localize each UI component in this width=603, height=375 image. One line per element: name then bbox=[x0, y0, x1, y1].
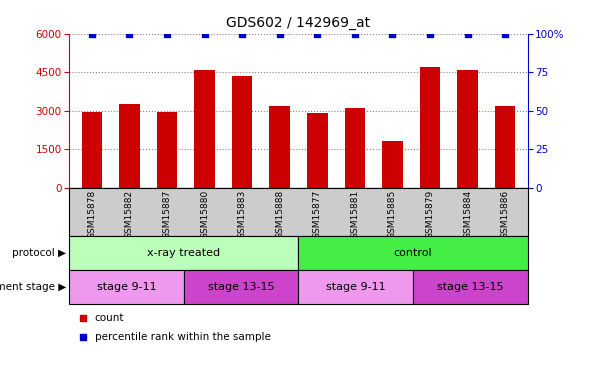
Text: percentile rank within the sample: percentile rank within the sample bbox=[95, 332, 270, 342]
Text: GSM15883: GSM15883 bbox=[238, 190, 247, 239]
Bar bbox=[420, 67, 440, 188]
Bar bbox=[413, 270, 528, 304]
Point bbox=[275, 31, 285, 37]
Bar bbox=[194, 70, 215, 188]
Text: protocol ▶: protocol ▶ bbox=[12, 248, 66, 258]
Point bbox=[418, 248, 428, 254]
Bar bbox=[270, 105, 290, 188]
Bar bbox=[69, 270, 184, 304]
Bar bbox=[457, 70, 478, 188]
Text: GSM15884: GSM15884 bbox=[463, 190, 472, 239]
Bar bbox=[184, 270, 298, 304]
Text: stage 13-15: stage 13-15 bbox=[437, 282, 504, 292]
Bar bbox=[81, 112, 103, 188]
Point bbox=[312, 31, 322, 37]
Point bbox=[418, 78, 428, 84]
Point bbox=[425, 31, 435, 37]
Text: stage 13-15: stage 13-15 bbox=[208, 282, 274, 292]
Bar bbox=[69, 236, 298, 270]
Text: stage 9-11: stage 9-11 bbox=[97, 282, 156, 292]
Text: count: count bbox=[95, 313, 124, 323]
Point bbox=[87, 31, 96, 37]
Text: GSM15881: GSM15881 bbox=[350, 190, 359, 239]
Point bbox=[238, 31, 247, 37]
Text: GSM15878: GSM15878 bbox=[87, 190, 96, 239]
Bar bbox=[298, 236, 528, 270]
Bar bbox=[298, 270, 413, 304]
Text: GSM15879: GSM15879 bbox=[426, 190, 434, 239]
Point bbox=[388, 31, 397, 37]
Title: GDS602 / 142969_at: GDS602 / 142969_at bbox=[226, 16, 371, 30]
Point bbox=[350, 31, 359, 37]
Text: development stage ▶: development stage ▶ bbox=[0, 282, 66, 292]
Text: x-ray treated: x-ray treated bbox=[147, 248, 221, 258]
Text: stage 9-11: stage 9-11 bbox=[326, 282, 385, 292]
Point bbox=[463, 31, 472, 37]
Text: GSM15886: GSM15886 bbox=[500, 190, 510, 239]
Text: control: control bbox=[394, 248, 432, 258]
Bar bbox=[382, 141, 403, 188]
Bar bbox=[307, 113, 327, 188]
Text: GSM15885: GSM15885 bbox=[388, 190, 397, 239]
Text: GSM15877: GSM15877 bbox=[313, 190, 322, 239]
Text: GSM15887: GSM15887 bbox=[163, 190, 171, 239]
Bar bbox=[119, 104, 140, 188]
Bar bbox=[344, 108, 365, 188]
Point bbox=[500, 31, 510, 37]
Point bbox=[200, 31, 209, 37]
Text: GSM15882: GSM15882 bbox=[125, 190, 134, 239]
Bar bbox=[494, 105, 516, 188]
Point bbox=[125, 31, 134, 37]
Point bbox=[162, 31, 172, 37]
Text: GSM15888: GSM15888 bbox=[275, 190, 284, 239]
Bar bbox=[232, 76, 253, 188]
Text: GSM15880: GSM15880 bbox=[200, 190, 209, 239]
Bar bbox=[157, 112, 177, 188]
